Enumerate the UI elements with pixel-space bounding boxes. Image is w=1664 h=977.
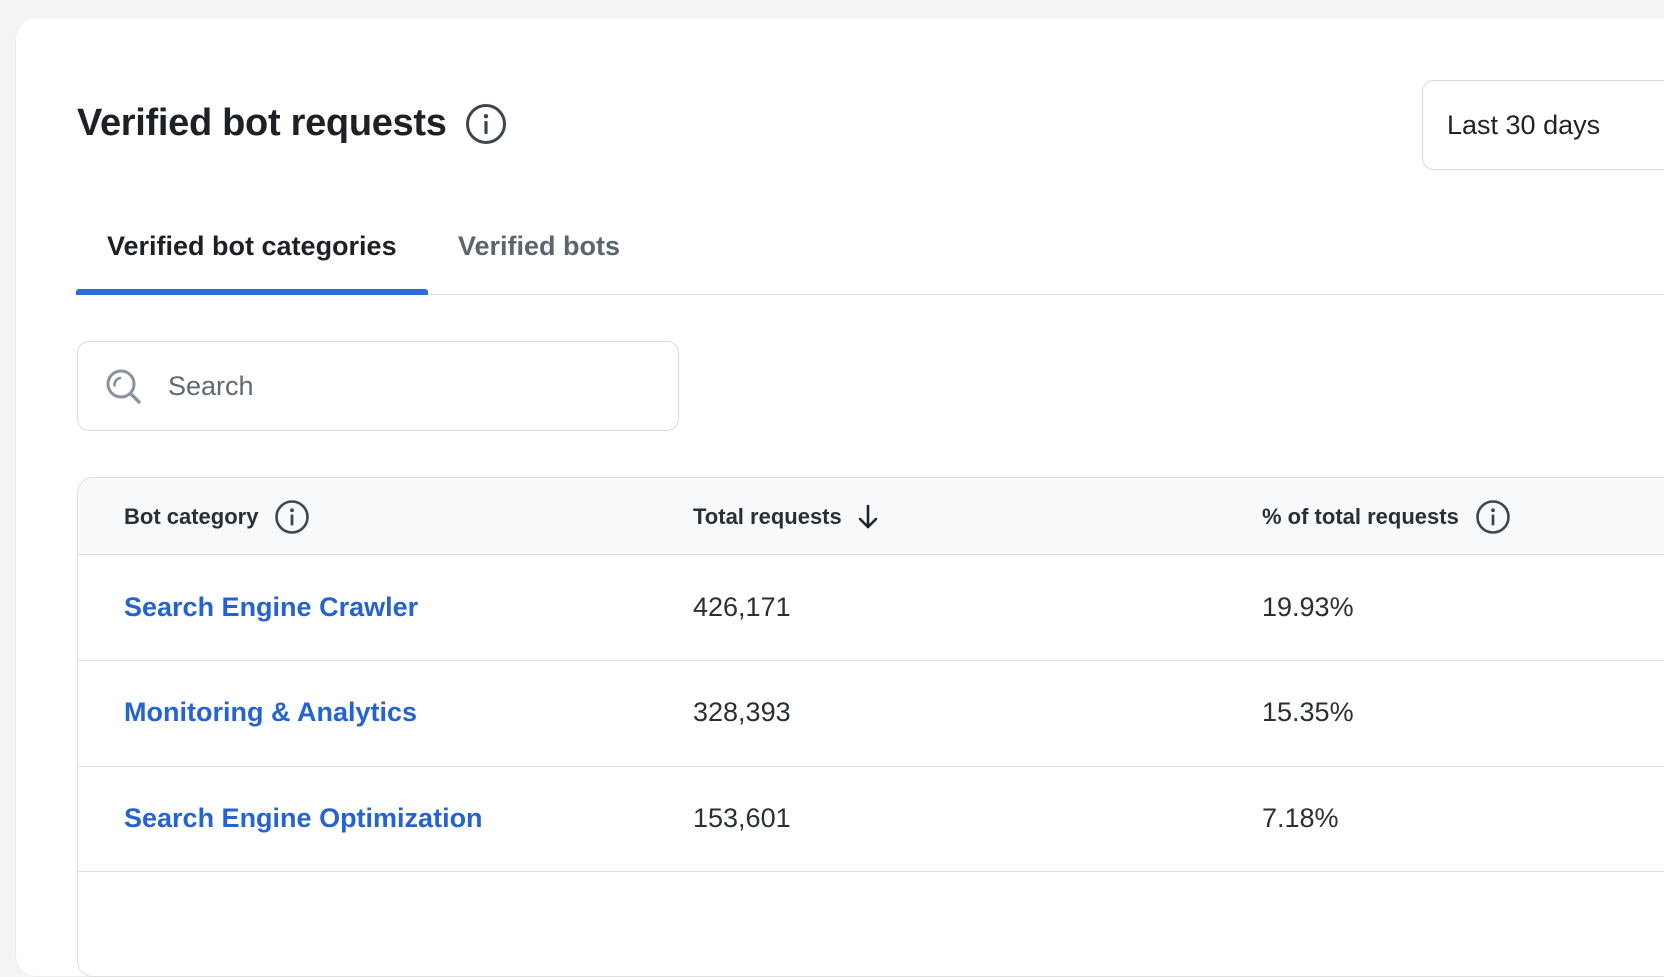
bot-category-table: Bot category Total requests — [77, 477, 1664, 977]
tab-bar: Verified bot categories Verified bots — [76, 218, 1664, 295]
date-range-dropdown[interactable]: Last 30 days — [1422, 80, 1664, 170]
bot-category-info-icon[interactable] — [274, 499, 310, 535]
search-icon — [104, 367, 144, 407]
total-requests-value: 328,393 — [693, 697, 791, 727]
arrow-down-icon — [856, 504, 880, 530]
total-requests-value: 426,171 — [693, 591, 791, 622]
column-header-bot-category: Bot category — [124, 478, 310, 555]
page-title: Verified bot requests — [77, 102, 447, 144]
title-info-icon[interactable] — [465, 103, 507, 145]
date-range-label: Last 30 days — [1447, 109, 1601, 140]
table-row: Monitoring & Analytics 328,393 15.35% — [78, 661, 1664, 767]
percent-total-value: 15.35% — [1262, 697, 1354, 727]
column-header-percent-total: % of total requests — [1262, 478, 1511, 555]
total-requests-value: 153,601 — [693, 802, 791, 833]
bot-category-link[interactable]: Search Engine Crawler — [124, 591, 419, 622]
bot-category-link[interactable]: Search Engine Optimization — [124, 802, 483, 833]
column-header-label: Total requests — [693, 503, 842, 529]
table-row: Search Engine Optimization 153,601 7.18% — [78, 766, 1664, 872]
percent-total-value: 19.93% — [1262, 591, 1354, 622]
title-row: Verified bot requests — [77, 102, 507, 145]
column-header-label: Bot category — [124, 503, 259, 529]
percent-total-info-icon[interactable] — [1475, 499, 1511, 535]
column-header-total-requests[interactable]: Total requests — [693, 478, 880, 555]
tab-label: Verified bots — [458, 231, 621, 261]
tab-verified-bots[interactable]: Verified bots — [458, 218, 620, 294]
tab-verified-bot-categories[interactable]: Verified bot categories — [76, 218, 428, 295]
column-header-label: % of total requests — [1262, 503, 1459, 529]
search-box — [77, 341, 679, 431]
search-input[interactable] — [168, 362, 648, 410]
percent-total-value: 7.18% — [1262, 802, 1339, 833]
tab-label: Verified bot categories — [107, 231, 397, 261]
table-header: Bot category Total requests — [78, 478, 1664, 555]
bot-category-link[interactable]: Monitoring & Analytics — [124, 697, 418, 727]
verified-bot-requests-card: Verified bot requests Last 30 days Verif… — [15, 17, 1664, 977]
table-row: Search Engine Crawler 426,171 19.93% — [78, 555, 1664, 661]
